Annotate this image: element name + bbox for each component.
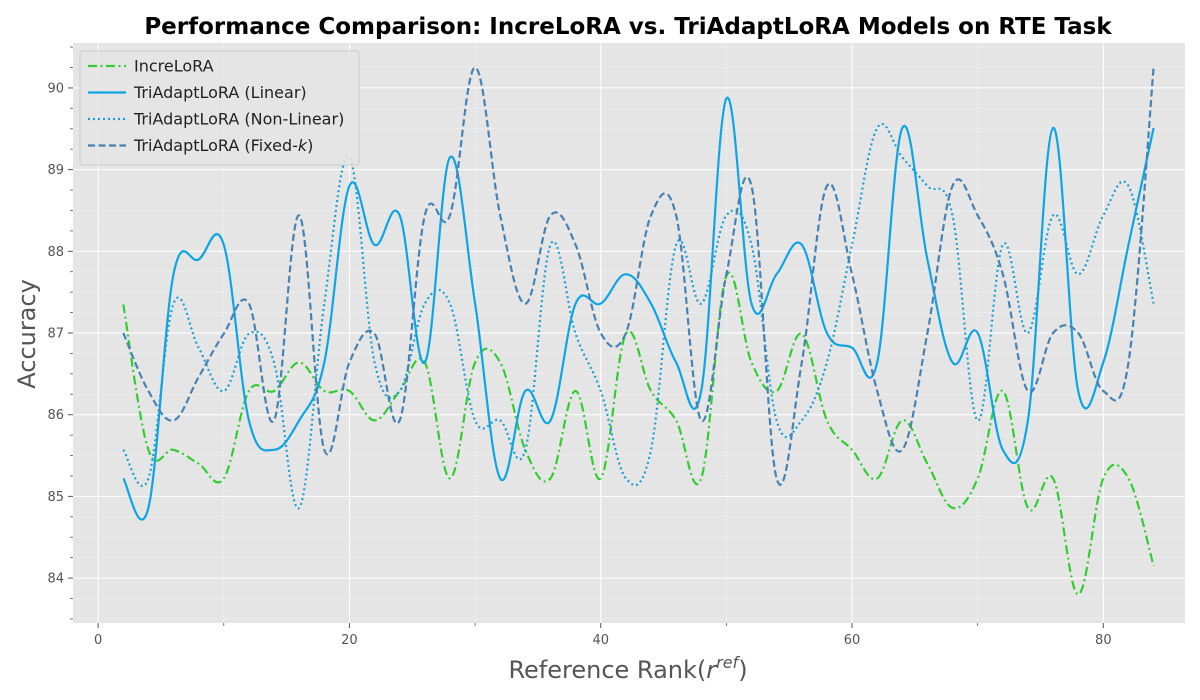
legend-label-3: TriAdaptLoRA (Fixed-k) [133,136,313,155]
series-line-1 [122,96,1155,521]
legend: IncreLoRA TriAdaptLoRA (Linear) TriAdaptLo… [79,50,360,166]
y-tick-label: 90 [47,81,64,96]
legend-label-part: ) [307,136,313,155]
x-axis-label-var: r [706,656,718,684]
x-tick-label: 0 [94,633,102,648]
x-tick-label: 20 [341,633,358,648]
x-axis-label-sup: ref [716,653,740,672]
y-tick-label: 84 [47,572,64,587]
legend-label-part: k [298,136,308,155]
y-tick-label: 86 [47,408,64,423]
x-axis-label: Reference Rank(rref) [508,653,747,684]
series-line-0 [122,271,1155,596]
series-line-2 [122,123,1155,510]
y-tick-label: 87 [47,327,64,342]
x-tick-label: 60 [844,633,861,648]
x-tick-label: 40 [592,633,609,648]
series-layer [122,66,1155,596]
y-tick-label: 88 [47,245,64,260]
x-axis-label-close: ) [738,656,747,684]
legend-label-2: TriAdaptLoRA (Non-Linear) [133,110,344,129]
legend-label-part: TriAdaptLoRA (Fixed- [133,136,298,155]
gridlines [73,43,1185,623]
series-line-3 [122,66,1155,486]
legend-label-1: TriAdaptLoRA (Linear) [133,83,307,102]
axis-ticks: 0 20 40 60 80 84 85 86 87 88 89 90 [47,46,1112,648]
y-axis-label: Accuracy [13,279,41,389]
y-tick-label: 89 [47,163,64,178]
legend-box [79,50,360,166]
y-tick-label: 85 [47,490,64,505]
chart-title: Performance Comparison: IncreLoRA vs. Tr… [144,14,1112,40]
x-tick-label: 80 [1095,633,1112,648]
legend-label-0: IncreLoRA [134,57,214,76]
